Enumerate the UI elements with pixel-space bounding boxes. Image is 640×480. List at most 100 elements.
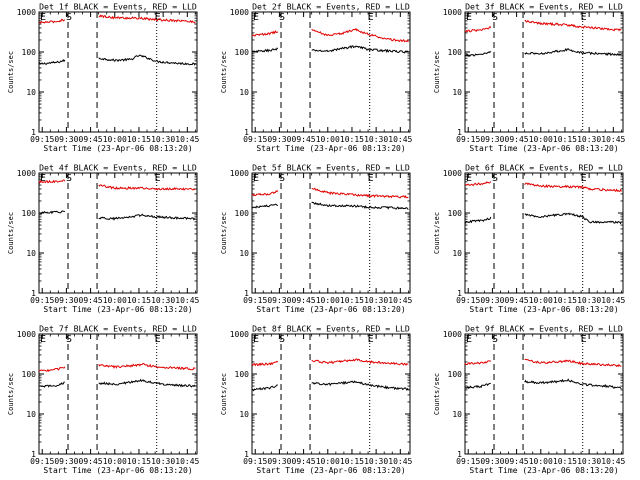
x-tick-label: 09:15	[456, 296, 480, 305]
y-axis-label: Counts/sec	[220, 51, 228, 93]
lld-trace	[38, 179, 196, 191]
x-axis-label: Start Time (23-Apr-06 08:13:20)	[469, 466, 618, 475]
x-tick-label: 10:45	[601, 135, 625, 144]
x-tick-label: 10:30	[364, 457, 388, 466]
lld-trace	[464, 358, 622, 368]
events-trace	[38, 54, 196, 66]
y-tick-label: 1	[31, 289, 36, 298]
event-marker-label: S	[66, 12, 72, 23]
x-axis-label: Start Time (23-Apr-06 08:13:20)	[43, 466, 192, 475]
panel-8: Det 8f BLACK = Events, RED = LLD 1 10 100 10…	[220, 324, 413, 476]
events-trace	[252, 380, 409, 392]
panel-title: Det 7f BLACK = Events, RED = LLD	[39, 324, 197, 334]
x-tick-label: 10:15	[127, 457, 151, 466]
x-tick-label: 09:45	[79, 296, 103, 305]
panel-title: Det 3f BLACK = Events, RED = LLD	[465, 2, 623, 12]
x-tick-label: 09:45	[292, 135, 316, 144]
x-axis-label: Start Time (23-Apr-06 08:13:20)	[43, 144, 192, 153]
panel-title: Det 6f BLACK = Events, RED = LLD	[465, 163, 623, 173]
events-trace	[465, 47, 622, 58]
events-trace	[251, 45, 409, 54]
y-tick-label: 1	[244, 450, 249, 459]
x-tick-label: 09:45	[292, 457, 316, 466]
event-marker-label: E	[368, 173, 374, 184]
lld-trace	[464, 181, 622, 193]
y-tick-label: 1	[457, 128, 462, 137]
y-tick-label: 100	[448, 48, 463, 57]
x-tick-label: 10:15	[553, 296, 577, 305]
event-marker-label: S	[492, 173, 498, 184]
x-tick-label: 09:15	[243, 135, 267, 144]
x-tick-label: 09:45	[292, 296, 316, 305]
x-tick-label: 10:00	[529, 457, 553, 466]
x-tick-label: 10:45	[601, 457, 625, 466]
lld-trace	[251, 358, 409, 367]
event-marker-label: E	[581, 334, 587, 345]
x-tick-label: 09:30	[480, 296, 504, 305]
event-marker-label: E	[40, 334, 46, 345]
x-tick-label: 09:30	[480, 135, 504, 144]
x-tick-label: 09:15	[243, 457, 267, 466]
event-marker-label: S	[279, 334, 285, 345]
y-tick-label: 100	[22, 209, 37, 218]
panel-9: Det 9f BLACK = Events, RED = LLD 1 10 100 10…	[433, 324, 626, 476]
panel-3: Det 3f BLACK = Events, RED = LLD 1 10 100 10…	[433, 2, 626, 154]
y-tick-label: 10	[26, 249, 36, 258]
x-axis-label: Start Time (23-Apr-06 08:13:20)	[256, 305, 405, 314]
y-tick-label: 10	[26, 410, 36, 419]
event-marker-label: S	[66, 334, 72, 345]
y-tick-label: 1000	[230, 169, 249, 178]
x-tick-label: 10:30	[151, 457, 175, 466]
x-tick-label: 10:30	[151, 296, 175, 305]
events-trace	[38, 378, 196, 388]
x-tick-label: 09:30	[267, 135, 291, 144]
x-tick-label: 09:30	[54, 135, 78, 144]
x-tick-label: 09:30	[267, 457, 291, 466]
x-axis-label: Start Time (23-Apr-06 08:13:20)	[469, 305, 618, 314]
y-tick-label: 10	[452, 410, 462, 419]
x-tick-label: 10:15	[127, 296, 151, 305]
y-tick-label: 100	[235, 209, 250, 218]
event-marker-label: E	[155, 334, 161, 345]
y-axis-label: Counts/sec	[433, 212, 441, 254]
event-marker-label: E	[466, 334, 472, 345]
x-tick-label: 09:45	[79, 457, 103, 466]
x-tick-label: 10:45	[175, 135, 199, 144]
x-axis-label: Start Time (23-Apr-06 08:13:20)	[469, 144, 618, 153]
x-tick-label: 10:45	[388, 457, 412, 466]
lld-trace	[38, 362, 196, 372]
event-marker-label: S	[492, 334, 498, 345]
panel-6: Det 6f BLACK = Events, RED = LLD 1 10 100 10…	[433, 163, 626, 315]
lld-trace	[251, 187, 409, 199]
plot-frame	[38, 172, 198, 294]
x-tick-label: 10:45	[388, 135, 412, 144]
x-tick-label: 10:00	[103, 135, 127, 144]
x-tick-label: 10:00	[529, 135, 553, 144]
y-tick-label: 10	[239, 249, 249, 258]
y-tick-label: 100	[235, 370, 250, 379]
event-marker-label: S	[492, 12, 498, 23]
event-marker-label: E	[40, 173, 46, 184]
event-marker-label: E	[581, 173, 587, 184]
y-tick-label: 1	[244, 128, 249, 137]
x-tick-label: 10:15	[340, 135, 364, 144]
x-tick-label: 10:30	[364, 135, 388, 144]
event-marker-label: E	[368, 334, 374, 345]
y-tick-label: 1000	[443, 8, 462, 17]
y-axis-label: Counts/sec	[7, 373, 15, 415]
x-tick-label: 10:30	[364, 296, 388, 305]
x-tick-label: 09:30	[54, 296, 78, 305]
y-axis-label: Counts/sec	[220, 373, 228, 415]
x-tick-label: 09:45	[79, 135, 103, 144]
y-tick-label: 100	[235, 48, 250, 57]
x-tick-label: 10:15	[340, 457, 364, 466]
y-tick-label: 1000	[230, 330, 249, 339]
y-axis-label: Counts/sec	[7, 51, 15, 93]
x-tick-label: 10:45	[175, 457, 199, 466]
event-marker-label: E	[466, 173, 472, 184]
x-tick-label: 10:00	[103, 457, 127, 466]
events-trace	[464, 212, 622, 225]
event-marker-label: S	[279, 12, 285, 23]
plot-frame	[251, 333, 411, 455]
